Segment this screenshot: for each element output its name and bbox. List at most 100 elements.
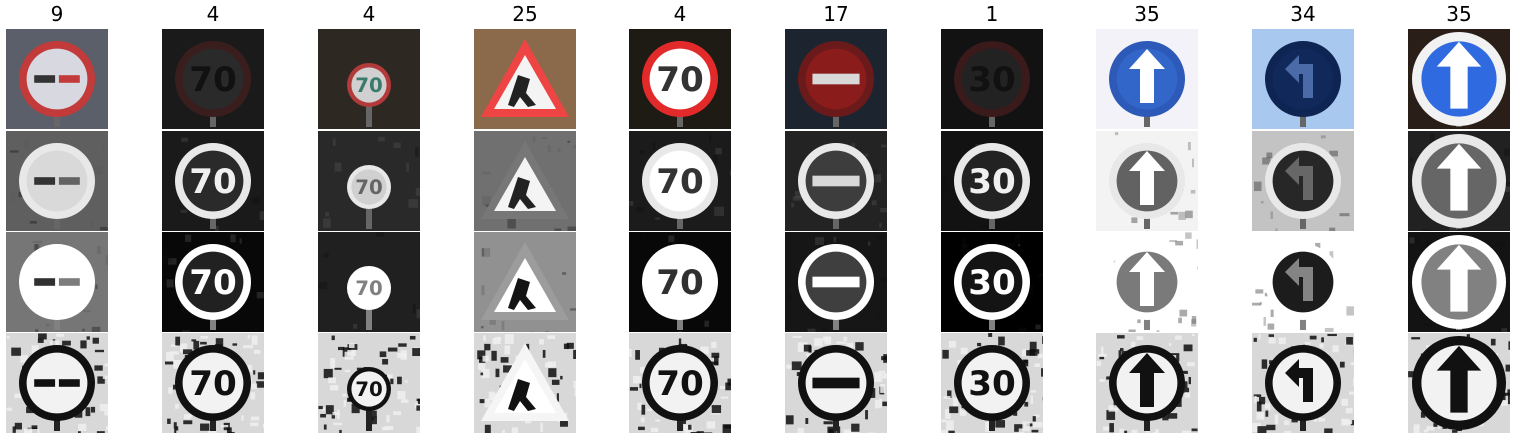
sign-post [833, 115, 839, 127]
worker-icon [508, 278, 536, 310]
sign-face [182, 352, 244, 414]
speed-limit-number: 70 [656, 162, 704, 202]
noise-texture [629, 134, 731, 220]
arrow-up-icon [1436, 244, 1482, 312]
worker-icon [508, 75, 536, 107]
speed-limit-number: 70 [355, 378, 383, 401]
sign-image-equalized [1096, 232, 1198, 332]
sign-image-gray [6, 131, 108, 231]
arrow-up-icon [1129, 49, 1165, 103]
sign-image-adaptive [1252, 333, 1354, 433]
sign-face [351, 169, 387, 205]
sign-image-gray [785, 131, 887, 231]
noise-texture [480, 248, 576, 332]
sign-face [649, 352, 711, 414]
sign-image-color: 30 [941, 29, 1043, 129]
sign-post [1300, 318, 1306, 330]
sign-image-equalized [1408, 232, 1510, 332]
sign-face [961, 150, 1023, 212]
sign-image-gray [474, 131, 576, 231]
car-left-icon [34, 75, 56, 83]
car-right-icon [58, 75, 80, 83]
class-label: 35 [1446, 2, 1472, 26]
sign-post [989, 115, 995, 127]
sign-image-equalized: 70 [318, 232, 420, 332]
sign-post [54, 217, 60, 229]
sign-image-adaptive [1096, 333, 1198, 433]
sign-image-equalized [6, 232, 108, 332]
sign-image-equalized [474, 232, 576, 332]
sign-face [961, 251, 1023, 313]
sign-post [366, 105, 372, 127]
sign-image-gray [1096, 131, 1198, 231]
speed-limit-number: 70 [189, 60, 237, 100]
sign-post [1144, 217, 1150, 229]
arrow-left-turn-icon [1285, 55, 1313, 98]
sign-face [351, 371, 387, 407]
sign-post [1144, 318, 1150, 330]
sign-face [26, 251, 88, 313]
noise-texture [961, 234, 1043, 332]
sign-post [989, 217, 995, 229]
sign-face [182, 251, 244, 313]
sign-face [649, 48, 711, 110]
sign-face [351, 67, 387, 103]
sign-post [833, 318, 839, 330]
sign-image-equalized: 70 [162, 232, 264, 332]
noise-texture [1253, 135, 1350, 231]
speed-limit-number: 30 [968, 162, 1016, 202]
noise-texture [631, 234, 710, 332]
worker-icon [508, 379, 536, 411]
sign-face [649, 150, 711, 212]
sign-image-adaptive: 70 [318, 333, 420, 433]
sign-image-equalized: 70 [629, 232, 731, 332]
sign-image-color [1096, 29, 1198, 129]
sign-post [1300, 115, 1306, 127]
sign-face [26, 48, 88, 110]
sign-image-color: 70 [162, 29, 264, 129]
class-label: 35 [1134, 2, 1160, 26]
sign-post [833, 217, 839, 229]
noise-texture [1114, 132, 1196, 224]
speed-limit-number: 70 [189, 263, 237, 303]
sign-image-color [785, 29, 887, 129]
noise-texture [162, 234, 264, 332]
sign-post [1144, 115, 1150, 127]
speed-limit-number: 70 [656, 263, 704, 303]
sign-post [677, 419, 683, 431]
sign-image-color: 70 [318, 29, 420, 129]
speed-limit-number: 70 [355, 176, 383, 199]
sign-image-equalized [1252, 232, 1354, 332]
sign-face [26, 150, 88, 212]
sign-post [989, 419, 995, 431]
car-left-icon [34, 278, 56, 286]
car-right-icon [58, 278, 80, 286]
class-label: 4 [673, 2, 687, 26]
arrow-left-turn-icon [1285, 359, 1313, 402]
class-label: 4 [206, 2, 220, 26]
sign-image-adaptive [474, 333, 576, 433]
sign-post [677, 318, 683, 330]
speed-limit-number: 70 [355, 277, 383, 300]
sign-post [210, 115, 216, 127]
class-label: 34 [1290, 2, 1316, 26]
noise-texture [32, 240, 108, 332]
sign-post [54, 318, 60, 330]
car-left-icon [34, 379, 56, 387]
arrow-up-icon [1129, 151, 1165, 205]
no-entry-bar [812, 276, 860, 288]
arrow-up-icon [1436, 41, 1482, 109]
speed-limit-number: 30 [968, 60, 1016, 100]
sign-image-adaptive: 70 [162, 333, 264, 433]
sign-image-adaptive [1408, 333, 1510, 433]
sign-image-gray: 70 [162, 131, 264, 231]
sign-face [961, 48, 1023, 110]
sign-image-adaptive: 70 [629, 333, 731, 433]
sign-image-adaptive: 30 [941, 333, 1043, 433]
sign-post [1300, 419, 1306, 431]
sign-image-gray [1408, 131, 1510, 231]
sign-post [366, 409, 372, 431]
sign-post [366, 308, 372, 330]
class-label: 1 [985, 2, 999, 26]
